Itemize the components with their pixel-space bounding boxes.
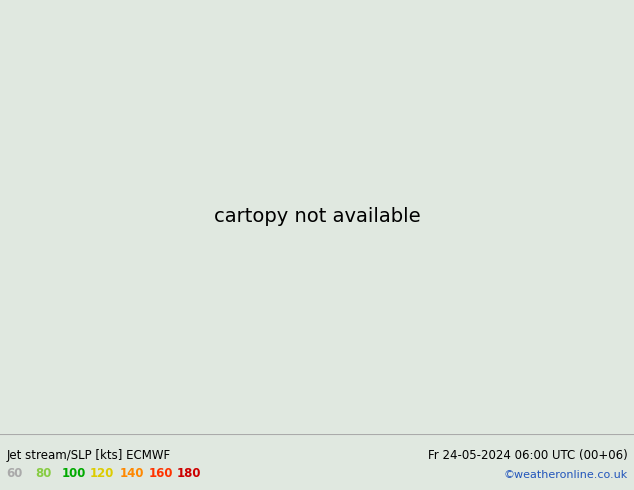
Text: 120: 120 bbox=[90, 467, 114, 480]
Text: 180: 180 bbox=[176, 467, 201, 480]
Text: Jet stream/SLP [kts] ECMWF: Jet stream/SLP [kts] ECMWF bbox=[6, 449, 171, 463]
Text: 80: 80 bbox=[35, 467, 51, 480]
Text: Fr 24-05-2024 06:00 UTC (00+06): Fr 24-05-2024 06:00 UTC (00+06) bbox=[428, 449, 628, 463]
Text: 60: 60 bbox=[6, 467, 23, 480]
Text: 100: 100 bbox=[62, 467, 86, 480]
Text: 160: 160 bbox=[148, 467, 173, 480]
Text: 140: 140 bbox=[119, 467, 144, 480]
Text: cartopy not available: cartopy not available bbox=[214, 207, 420, 226]
Text: ©weatheronline.co.uk: ©weatheronline.co.uk bbox=[503, 470, 628, 480]
